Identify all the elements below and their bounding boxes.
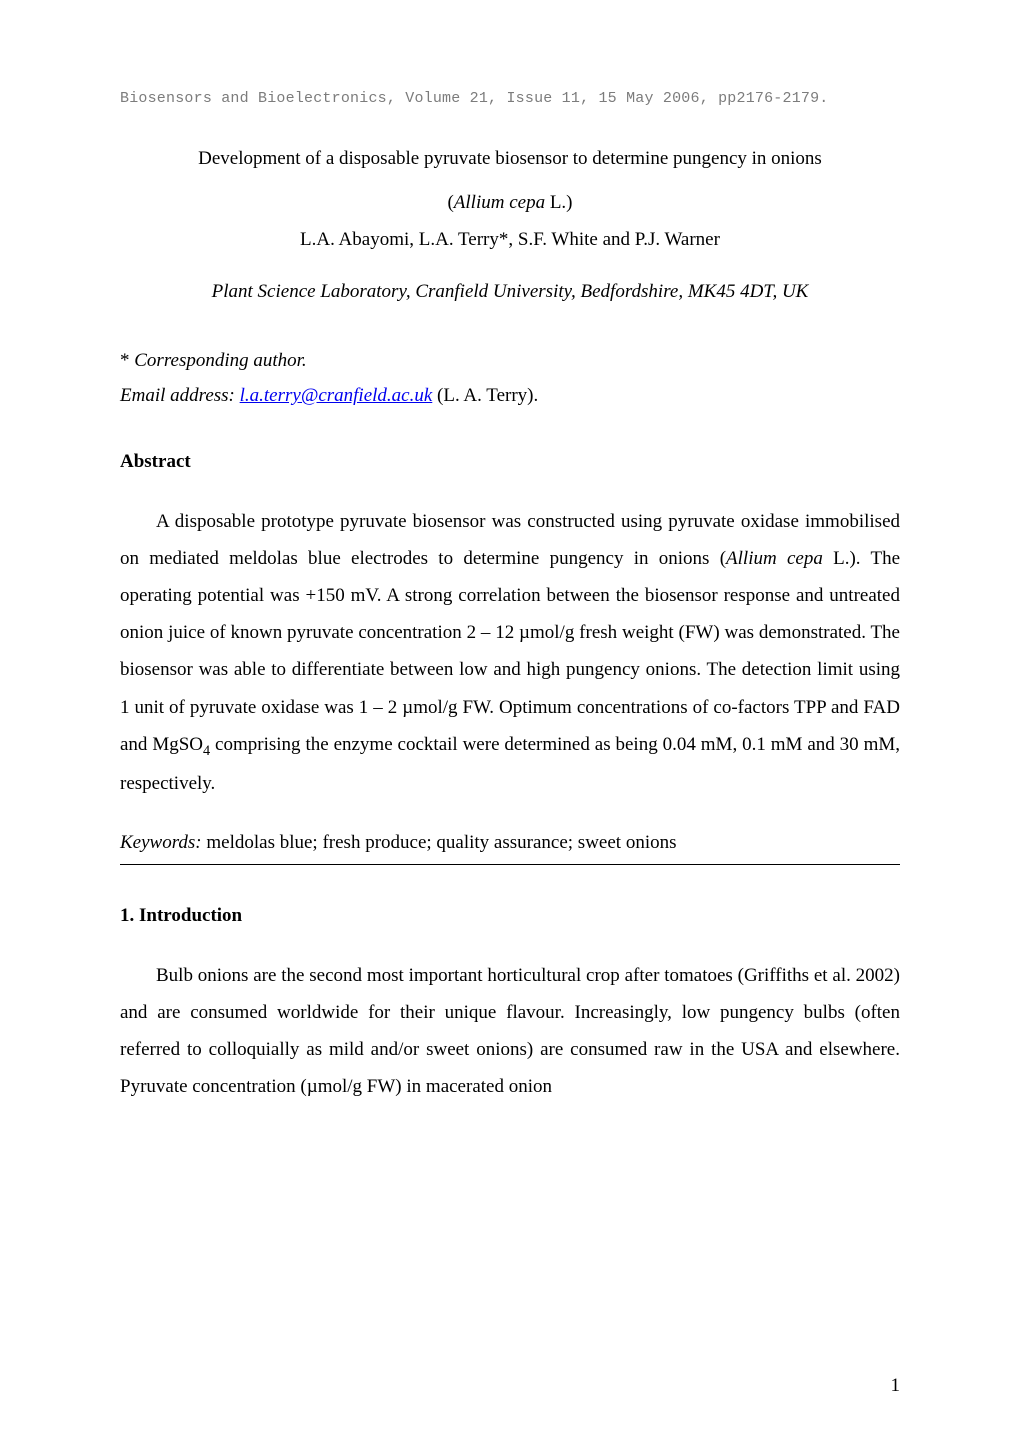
email-line: Email address: l.a.terry@cranfield.ac.uk… (120, 385, 900, 407)
mu-symbol: µ (402, 697, 413, 718)
abstract-heading: Abstract (120, 451, 900, 473)
abstract-paragraph: A disposable prototype pyruvate biosenso… (120, 503, 900, 802)
keywords-text: meldolas blue; fresh produce; quality as… (202, 832, 677, 853)
bibliographic-header: Biosensors and Bioelectronics, Volume 21… (120, 90, 900, 107)
asterisk: * (120, 350, 134, 371)
page-number: 1 (891, 1375, 901, 1397)
email-link[interactable]: l.a.terry@cranfield.ac.uk (240, 385, 433, 406)
corresponding-text: Corresponding author. (134, 350, 306, 371)
mu-symbol: µ (307, 1076, 318, 1097)
abstract-text-f: comprising the enzyme cocktail were dete… (120, 734, 900, 795)
email-label: Email address: (120, 385, 240, 406)
corresponding-author: * Corresponding author. (120, 343, 900, 379)
keywords-line: Keywords: meldolas blue; fresh produce; … (120, 832, 900, 854)
title-paren-close: L.) (545, 192, 572, 213)
title-species-italic: Allium cepa (454, 192, 545, 213)
title-line-1: Development of a disposable pyruvate bio… (120, 141, 900, 177)
abstract-species-italic: Allium cepa (726, 548, 823, 569)
introduction-paragraph: Bulb onions are the second most importan… (120, 957, 900, 1105)
intro-text-b: mol/g FW) in macerated onion (318, 1076, 552, 1097)
affiliation: Plant Science Laboratory, Cranfield Univ… (120, 281, 900, 303)
horizontal-rule (120, 864, 900, 865)
keywords-label: Keywords: (120, 832, 202, 853)
introduction-heading: 1. Introduction (120, 905, 900, 927)
mu-symbol: µ (519, 622, 530, 643)
page: Biosensors and Bioelectronics, Volume 21… (0, 0, 1020, 1443)
email-after: (L. A. Terry). (432, 385, 538, 406)
title-line-2: (Allium cepa L.) (120, 185, 900, 221)
authors: L.A. Abayomi, L.A. Terry*, S.F. White an… (120, 229, 900, 251)
